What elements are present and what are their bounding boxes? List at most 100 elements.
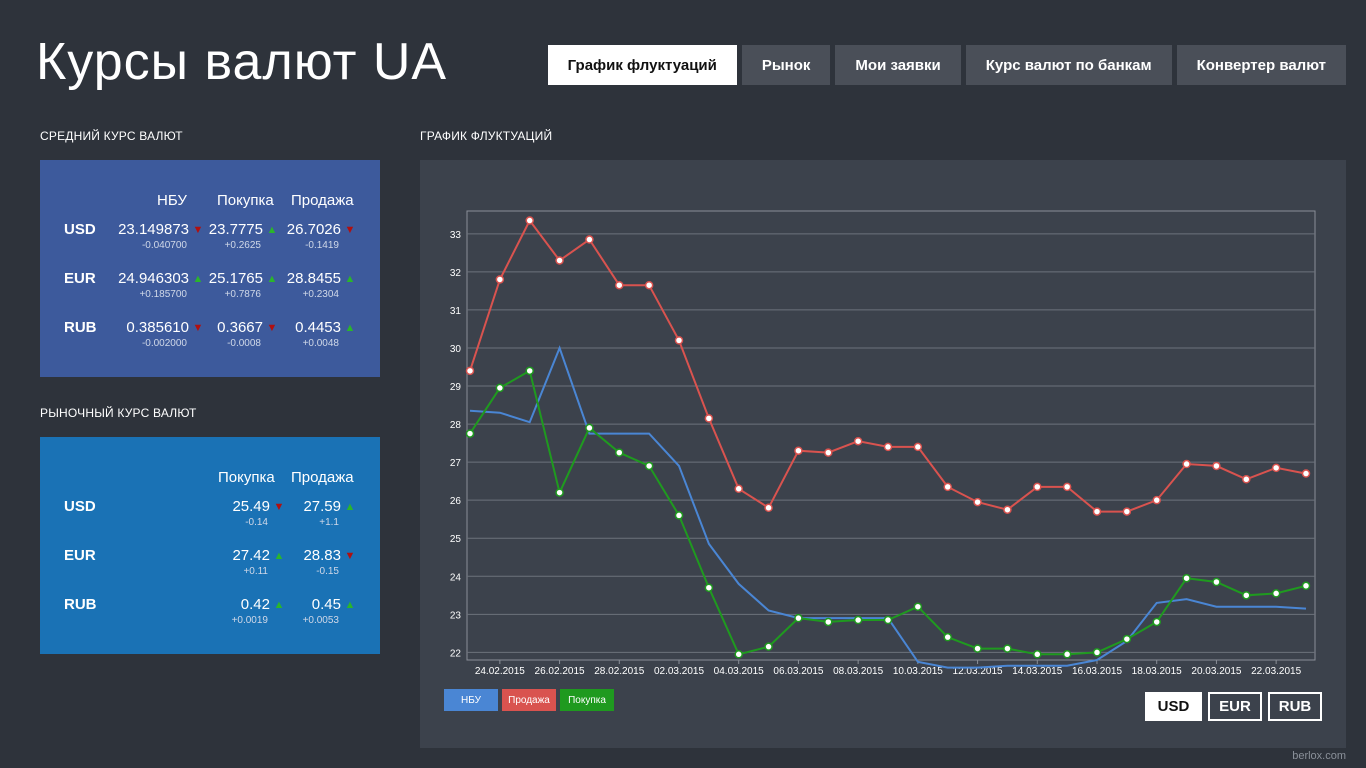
x-tick-label: 04.03.2015 <box>714 666 764 677</box>
header-buy: Покупка <box>217 192 274 209</box>
data-point <box>1033 650 1042 659</box>
y-tick-label: 26 <box>450 496 462 507</box>
nbu-cell: 23.149873 ▼ -0.040700 <box>118 221 204 253</box>
currency-code: USD <box>64 498 96 515</box>
sell-value: 0.4453 <box>295 319 341 336</box>
data-point <box>495 275 505 284</box>
x-tick-label: 10.03.2015 <box>893 666 943 677</box>
legend-item-buy[interactable]: Покупка <box>560 689 614 711</box>
data-point <box>465 429 475 438</box>
data-point <box>1242 475 1251 484</box>
sell-cell: 27.59 ▲ +1.1 <box>303 498 356 530</box>
sell-value: 28.83 <box>303 547 341 564</box>
data-point <box>1092 648 1102 657</box>
y-tick-label: 27 <box>450 458 462 469</box>
header-sell: Продажа <box>291 192 354 209</box>
data-point <box>1152 617 1161 627</box>
data-point <box>853 436 863 446</box>
buy-cell: 25.1765 ▲ +0.7876 <box>209 270 278 302</box>
data-point <box>525 216 534 225</box>
buy-value: 0.42 <box>240 596 270 613</box>
arrow-up-icon: ▲ <box>344 599 356 611</box>
market-row-eur: EUR 27.42 ▲ +0.11 28.83 ▼ -0.15 <box>40 547 380 587</box>
nbu-change: +0.185700 <box>139 289 187 300</box>
x-tick-label: 12.03.2015 <box>953 666 1003 677</box>
data-point <box>615 280 624 290</box>
data-point <box>1301 581 1311 591</box>
tab-fluctuation-chart[interactable]: График флуктуаций <box>547 45 737 85</box>
rate-row-rub: RUB 0.385610 ▼ -0.002000 0.3667 ▼ -0.0008 0.445… <box>40 319 380 359</box>
data-point <box>973 497 982 507</box>
market-panel-title: РЫНОЧНЫЙ КУРС ВАЛЮТ <box>40 406 197 420</box>
y-tick-label: 23 <box>450 610 462 621</box>
currency-button-eur[interactable]: EUR <box>1208 692 1262 721</box>
market-rates-panel: Покупка Продажа USD 25.49 ▼ -0.14 27.59 ▲ +1.1… <box>40 437 380 654</box>
legend-item-nbu[interactable]: НБУ <box>444 689 498 711</box>
data-point <box>1062 650 1072 659</box>
buy-value: 23.7775 <box>208 221 263 238</box>
buy-change: +0.0019 <box>231 615 268 626</box>
arrow-down-icon: ▼ <box>192 322 204 334</box>
nbu-cell: 24.946303 ▲ +0.185700 <box>118 270 204 302</box>
arrow-up-icon: ▲ <box>266 273 278 285</box>
y-tick-label: 30 <box>450 344 462 355</box>
data-point <box>913 602 923 611</box>
sell-value: 27.59 <box>303 498 341 515</box>
tab-market[interactable]: Рынок <box>741 45 831 85</box>
sell-cell: 26.7026 ▼ -0.1419 <box>287 221 356 253</box>
data-point <box>585 235 594 244</box>
y-tick-label: 25 <box>450 534 462 545</box>
data-point <box>1003 505 1012 514</box>
data-point <box>824 448 833 457</box>
currency-code: RUB <box>64 596 97 613</box>
data-point <box>465 366 475 376</box>
data-point <box>704 583 714 592</box>
x-tick-label: 06.03.2015 <box>773 666 823 677</box>
y-tick-label: 31 <box>450 306 462 317</box>
sell-change: +0.0053 <box>302 615 339 626</box>
data-point <box>1003 644 1012 653</box>
x-tick-label: 26.02.2015 <box>535 666 585 677</box>
sell-cell: 28.83 ▼ -0.15 <box>303 547 356 579</box>
arrow-up-icon: ▲ <box>344 501 356 513</box>
tab-converter[interactable]: Конвертер валют <box>1176 45 1346 85</box>
chart-section-title: ГРАФИК ФЛУКТУАЦИЙ <box>420 129 553 143</box>
y-tick-label: 32 <box>450 268 462 279</box>
data-point <box>1242 591 1251 600</box>
data-point <box>764 503 773 513</box>
y-tick-label: 29 <box>450 382 462 393</box>
buy-cell: 0.3667 ▼ -0.0008 <box>217 319 278 351</box>
data-point <box>973 644 982 653</box>
data-point <box>883 442 893 452</box>
buy-value: 25.49 <box>232 498 270 515</box>
nbu-value: 0.385610 <box>126 319 189 336</box>
data-point <box>1271 463 1281 473</box>
nbu-change: -0.002000 <box>141 338 187 349</box>
buy-change: -0.14 <box>245 517 268 528</box>
tab-bank-rates[interactable]: Курс валют по банкам <box>965 45 1172 85</box>
header-nbu: НБУ <box>157 192 187 209</box>
buy-change: +0.11 <box>243 566 268 577</box>
x-tick-label: 08.03.2015 <box>833 666 883 677</box>
data-point <box>794 446 803 455</box>
fluctuation-chart: 22 23 24 25 26 27 28 29 30 31 32 33 24.02.2015 26.02.… <box>450 210 1316 677</box>
sell-value: 28.8455 <box>286 270 341 287</box>
data-point <box>615 448 624 457</box>
buy-cell: 25.49 ▼ -0.14 <box>232 498 285 530</box>
currency-button-usd[interactable]: USD <box>1145 692 1202 721</box>
currency-button-rub[interactable]: RUB <box>1268 692 1322 721</box>
buy-value: 0.3667 <box>217 319 263 336</box>
arrow-up-icon: ▲ <box>192 273 204 285</box>
data-point <box>1152 495 1161 505</box>
data-point <box>1122 507 1132 516</box>
data-point <box>943 482 952 492</box>
legend-item-sell[interactable]: Продажа <box>502 689 556 711</box>
sell-change: -0.15 <box>316 566 339 577</box>
sell-cell: 28.8455 ▲ +0.2304 <box>287 270 356 302</box>
buy-value: 25.1765 <box>208 270 263 287</box>
data-point <box>674 511 684 520</box>
data-point <box>853 615 863 625</box>
data-point <box>913 442 923 452</box>
tab-my-orders[interactable]: Мои заявки <box>835 45 961 85</box>
plot-area <box>466 210 1316 661</box>
